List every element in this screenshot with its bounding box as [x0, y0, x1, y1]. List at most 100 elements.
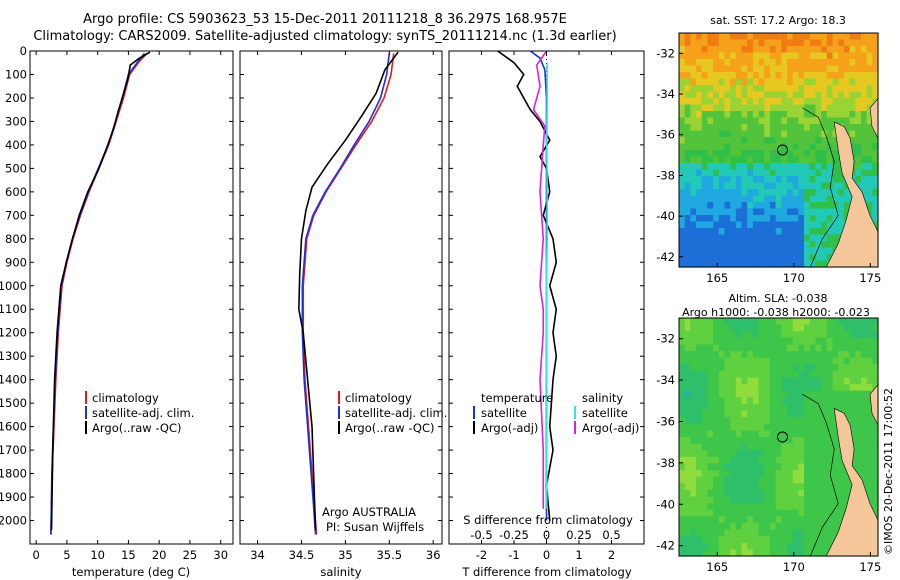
map-cell: [843, 364, 851, 372]
map-cell: [741, 130, 748, 138]
map-cell: [747, 241, 754, 249]
map-cell: [769, 463, 777, 471]
map-cell: [775, 536, 782, 544]
map-cell: [684, 536, 691, 544]
map-cell: [792, 410, 799, 418]
map-cell: [872, 443, 879, 451]
map-cell: [741, 503, 748, 511]
map-cell: [764, 254, 771, 262]
map-cell: [821, 318, 828, 326]
map-cell: [815, 318, 822, 326]
map-cell: [781, 410, 788, 418]
map-cell: [855, 72, 862, 80]
map-cell: [855, 430, 862, 438]
map-cell: [707, 150, 714, 158]
map-cell: [832, 195, 839, 203]
map-cell: [741, 52, 748, 60]
map-cell: [696, 182, 703, 190]
map-cell: [815, 450, 822, 458]
map-cell: [741, 417, 748, 425]
map-cell: [769, 357, 777, 365]
map-cell: [741, 46, 748, 54]
map-cell: [724, 215, 731, 223]
map-cell: [696, 104, 703, 112]
map-y-tick-label: -38: [656, 456, 675, 470]
map-cell: [758, 509, 765, 517]
map-cell: [758, 357, 765, 365]
map-cell: [707, 117, 714, 125]
map-cell: [860, 169, 868, 177]
map-cell: [718, 176, 726, 184]
map-cell: [735, 489, 743, 498]
map-cell: [815, 516, 822, 524]
map-cell: [860, 324, 868, 332]
map-cell: [707, 351, 714, 359]
map-cell: [724, 72, 731, 80]
map-cell: [713, 111, 720, 119]
map-cell: [855, 470, 862, 478]
map-cell: [718, 72, 726, 80]
map-cell: [826, 542, 834, 550]
map-cell: [713, 331, 720, 339]
map-cell: [860, 443, 868, 451]
map-cell: [696, 85, 703, 93]
map-cell: [684, 202, 691, 210]
map-cell: [730, 430, 737, 438]
map-cell: [735, 260, 743, 268]
map-cell: [832, 156, 839, 164]
map-cell: [707, 221, 714, 229]
map-cell: [855, 318, 862, 326]
map-cell: [701, 364, 709, 372]
map-cell: [821, 130, 828, 138]
map-cell: [735, 156, 743, 164]
map-cell: [707, 195, 714, 203]
map-cell: [758, 215, 765, 223]
map-cell: [747, 169, 754, 177]
map-cell: [718, 496, 726, 504]
map-cell: [684, 234, 691, 242]
map-cell: [701, 496, 709, 504]
map-cell: [821, 221, 828, 229]
map-cell: [781, 78, 788, 86]
map-cell: [787, 98, 794, 106]
map-cell: [718, 397, 726, 405]
map-cell: [730, 91, 737, 99]
map-cell: [769, 344, 777, 352]
map-cell: [792, 91, 799, 99]
map-cell: [792, 351, 799, 359]
x-tick-label: 30: [213, 548, 228, 562]
map-cell: [701, 150, 709, 158]
y-tick-label: 0: [20, 44, 27, 58]
map-cell: [735, 542, 743, 550]
map-cell: [815, 215, 822, 223]
y-tick-label: 1300: [0, 349, 27, 363]
map-cell: [741, 370, 748, 379]
map-cell: [724, 489, 731, 498]
map-cell: [781, 463, 788, 471]
map-cell: [735, 104, 743, 112]
map-cell: [713, 417, 720, 425]
map-cell: [730, 247, 737, 255]
map-cell: [826, 202, 834, 210]
map-cell: [781, 124, 788, 132]
map-cell: [781, 384, 788, 392]
map-cell: [775, 241, 782, 249]
map-cell: [752, 423, 760, 431]
map-cell: [792, 522, 799, 531]
map-cell: [832, 221, 839, 229]
map-cell: [821, 163, 828, 171]
legend-label-t-satellite: satellite: [481, 406, 527, 420]
map-cell: [758, 522, 765, 531]
map-cell: [758, 241, 765, 249]
map-cell: [821, 202, 828, 210]
map-cell: [821, 529, 828, 537]
map-cell: [730, 117, 737, 125]
map-cell: [679, 351, 686, 359]
map-cell: [690, 202, 697, 210]
map-cell: [747, 536, 754, 544]
map-cell: [775, 65, 782, 73]
map-cell: [872, 370, 879, 379]
map-cell: [752, 403, 760, 412]
map-cell: [781, 208, 788, 216]
map-cell: [724, 247, 731, 255]
